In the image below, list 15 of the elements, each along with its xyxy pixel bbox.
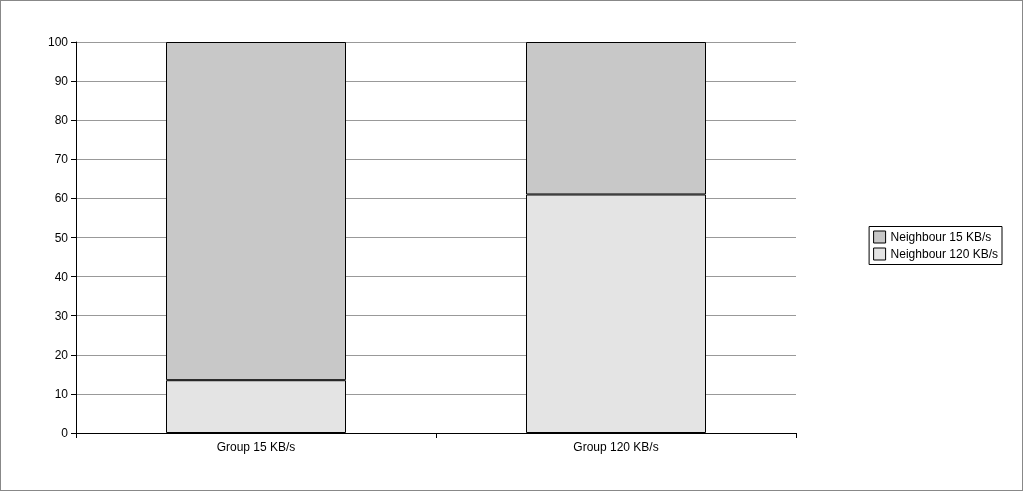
y-tick-label: 100 <box>47 35 69 49</box>
y-tick-label: 30 <box>54 308 69 323</box>
x-tick-label: Group 15 KB/s <box>216 440 296 454</box>
y-tick-label: 10 <box>54 386 69 401</box>
y-tick-label: 90 <box>54 74 69 89</box>
y-tick-label: 50 <box>54 230 69 245</box>
legend-label: Neighbour 120 KB/s <box>890 247 998 261</box>
y-tick-label: 20 <box>54 347 69 362</box>
legend-label: Neighbour 15 KB/s <box>890 230 992 244</box>
x-tick-label: Group 120 KB/s <box>573 440 659 454</box>
y-tick-label: 0 <box>61 426 69 440</box>
y-tick-label: 60 <box>54 191 69 206</box>
y-tick-label: 80 <box>54 113 69 128</box>
y-tick-label: 40 <box>54 269 69 284</box>
y-tick-label: 70 <box>54 152 69 167</box>
